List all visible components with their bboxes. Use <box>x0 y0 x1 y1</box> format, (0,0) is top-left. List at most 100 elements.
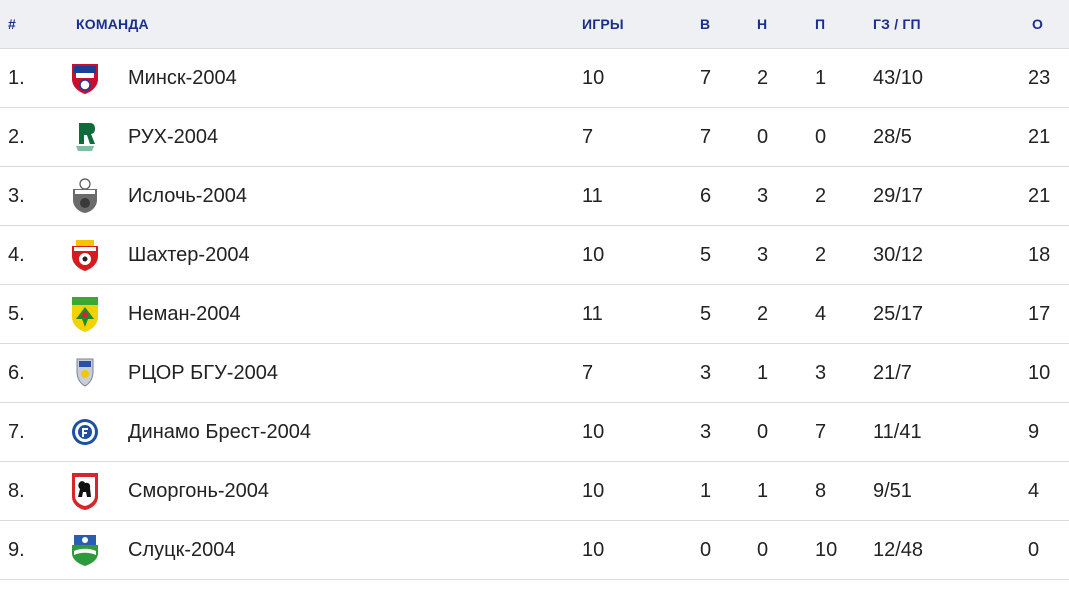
table-row[interactable]: 2. РУХ-2004 7 7 0 0 28/5 21 <box>0 108 1069 167</box>
position: 6. <box>8 361 25 384</box>
games-played: 7 <box>582 125 594 148</box>
position: 2. <box>8 125 25 148</box>
wins: 1 <box>700 479 712 502</box>
position: 3. <box>8 184 25 207</box>
draws: 0 <box>757 538 769 561</box>
wins: 5 <box>700 302 712 325</box>
draws: 3 <box>757 243 769 266</box>
table-row[interactable]: 5. Неман-2004 11 5 2 4 25/17 17 <box>0 285 1069 344</box>
header-losses[interactable]: П <box>815 16 826 32</box>
header-position[interactable]: # <box>8 16 16 32</box>
team-name[interactable]: РЦОР БГУ-2004 <box>128 361 278 384</box>
draws: 2 <box>757 66 769 89</box>
team-name[interactable]: Слуцк-2004 <box>128 538 236 561</box>
isloch-crest-icon <box>70 167 100 225</box>
games-played: 10 <box>582 420 605 443</box>
goals: 30/12 <box>873 243 924 266</box>
team-name[interactable]: Шахтер-2004 <box>128 243 250 266</box>
goals: 11/41 <box>873 420 922 443</box>
wins: 3 <box>700 361 712 384</box>
points: 0 <box>1028 538 1040 561</box>
position: 8. <box>8 479 25 502</box>
games-played: 10 <box>582 243 605 266</box>
table-row[interactable]: 9. Слуцк-2004 10 0 0 10 12/48 0 <box>0 521 1069 580</box>
games-played: 10 <box>582 538 605 561</box>
losses: 8 <box>815 479 827 502</box>
rcor-bgu-crest-icon <box>70 344 100 402</box>
team-name[interactable]: Динамо Брест-2004 <box>128 420 311 443</box>
slutsk-crest-icon <box>70 521 100 579</box>
team-name[interactable]: Ислочь-2004 <box>128 184 247 207</box>
wins: 3 <box>700 420 712 443</box>
losses: 4 <box>815 302 827 325</box>
position: 1. <box>8 66 25 89</box>
points: 21 <box>1028 125 1051 148</box>
wins: 7 <box>700 66 712 89</box>
goals: 28/5 <box>873 125 912 148</box>
position: 5. <box>8 302 25 325</box>
losses: 2 <box>815 184 827 207</box>
rukh-crest-icon <box>70 108 100 166</box>
goals: 21/7 <box>873 361 912 384</box>
minsk-crest-icon <box>70 49 100 107</box>
position: 4. <box>8 243 25 266</box>
table-row[interactable]: 3. Ислочь-2004 11 6 3 2 29/17 21 <box>0 167 1069 226</box>
points: 18 <box>1028 243 1051 266</box>
draws: 0 <box>757 125 769 148</box>
losses: 0 <box>815 125 827 148</box>
position: 7. <box>8 420 25 443</box>
points: 9 <box>1028 420 1040 443</box>
draws: 2 <box>757 302 769 325</box>
header-team[interactable]: КОМАНДА <box>76 16 149 32</box>
neman-crest-icon <box>70 285 100 343</box>
team-name[interactable]: Минск-2004 <box>128 66 237 89</box>
draws: 1 <box>757 479 769 502</box>
table-row[interactable]: 1. Минск-2004 10 7 2 1 43/10 23 <box>0 49 1069 108</box>
games-played: 11 <box>582 184 603 207</box>
standings-table: # КОМАНДА ИГРЫ В Н П ГЗ / ГП О 1. Минск-… <box>0 0 1069 580</box>
losses: 7 <box>815 420 827 443</box>
points: 21 <box>1028 184 1051 207</box>
table-row[interactable]: 4. Шахтер-2004 10 5 3 2 30/12 18 <box>0 226 1069 285</box>
goals: 12/48 <box>873 538 924 561</box>
points: 10 <box>1028 361 1051 384</box>
games-played: 7 <box>582 361 594 384</box>
losses: 10 <box>815 538 838 561</box>
shakhter-crest-icon <box>70 226 100 284</box>
table-header: # КОМАНДА ИГРЫ В Н П ГЗ / ГП О <box>0 0 1069 49</box>
goals: 29/17 <box>873 184 924 207</box>
header-wins[interactable]: В <box>700 16 711 32</box>
wins: 5 <box>700 243 712 266</box>
losses: 1 <box>815 66 827 89</box>
wins: 6 <box>700 184 712 207</box>
header-goals[interactable]: ГЗ / ГП <box>873 16 921 32</box>
points: 4 <box>1028 479 1040 502</box>
goals: 9/51 <box>873 479 912 502</box>
draws: 3 <box>757 184 769 207</box>
losses: 2 <box>815 243 827 266</box>
games-played: 11 <box>582 302 603 325</box>
header-points[interactable]: О <box>1032 16 1044 32</box>
draws: 0 <box>757 420 769 443</box>
header-games[interactable]: ИГРЫ <box>582 16 624 32</box>
team-name[interactable]: Сморгонь-2004 <box>128 479 270 502</box>
points: 17 <box>1028 302 1051 325</box>
table-row[interactable]: 7. Динамо Брест-2004 10 3 0 7 11/41 9 <box>0 403 1069 462</box>
wins: 7 <box>700 125 712 148</box>
goals: 25/17 <box>873 302 924 325</box>
team-name[interactable]: РУХ-2004 <box>128 125 219 148</box>
dinamo-brest-crest-icon <box>70 403 100 461</box>
team-name[interactable]: Неман-2004 <box>128 302 241 325</box>
goals: 43/10 <box>873 66 924 89</box>
position: 9. <box>8 538 25 561</box>
losses: 3 <box>815 361 827 384</box>
table-row[interactable]: 6. РЦОР БГУ-2004 7 3 1 3 21/7 10 <box>0 344 1069 403</box>
smorgon-crest-icon <box>70 462 100 520</box>
games-played: 10 <box>582 479 605 502</box>
points: 23 <box>1028 66 1051 89</box>
draws: 1 <box>757 361 769 384</box>
table-row[interactable]: 8. Сморгонь-2004 10 1 1 8 9/51 4 <box>0 462 1069 521</box>
header-draws[interactable]: Н <box>757 16 768 32</box>
wins: 0 <box>700 538 712 561</box>
games-played: 10 <box>582 66 605 89</box>
